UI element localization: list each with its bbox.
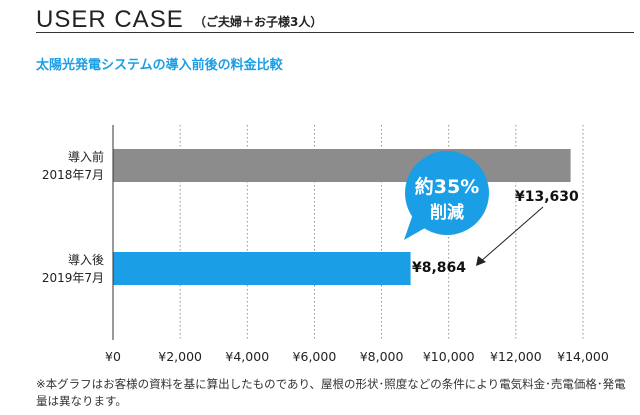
category-label: 導入後	[68, 253, 104, 267]
x-tick-label: ¥6,000	[293, 349, 337, 364]
bar	[113, 252, 411, 285]
category-label: 2018年7月	[42, 168, 104, 182]
reduction-arrow	[479, 206, 544, 263]
callout-bubble	[405, 151, 489, 235]
header-divider	[36, 32, 634, 33]
header: USER CASE （ご夫婦＋お子様3人）	[36, 6, 634, 33]
x-tick-label: ¥0	[105, 349, 121, 364]
value-label: ¥8,864	[412, 260, 466, 276]
x-tick-label: ¥4,000	[225, 349, 269, 364]
bar	[113, 149, 571, 182]
value-label: ¥13,630	[515, 189, 579, 205]
footnote: ※本グラフはお客様の資料を基に算出したものであり、屋根の形状･照度などの条件によ…	[36, 377, 626, 408]
x-tick-label: ¥12,000	[490, 349, 542, 364]
x-tick-label: ¥2,000	[158, 349, 202, 364]
category-label: 導入前	[68, 149, 104, 164]
header-title: USER CASE	[36, 6, 184, 33]
chart-title: 太陽光発電システムの導入前後の料金比較	[36, 58, 283, 73]
x-tick-label: ¥10,000	[423, 349, 475, 364]
header-subtitle: （ご夫婦＋お子様3人）	[194, 15, 323, 29]
category-label: 2019年7月	[42, 271, 104, 285]
reduction-arrowhead	[476, 256, 486, 266]
callout-line1: 約35%	[415, 175, 479, 198]
callout-line2: 削減	[430, 202, 464, 223]
x-tick-label: ¥14,000	[557, 349, 609, 364]
x-tick-label: ¥8,000	[360, 349, 404, 364]
